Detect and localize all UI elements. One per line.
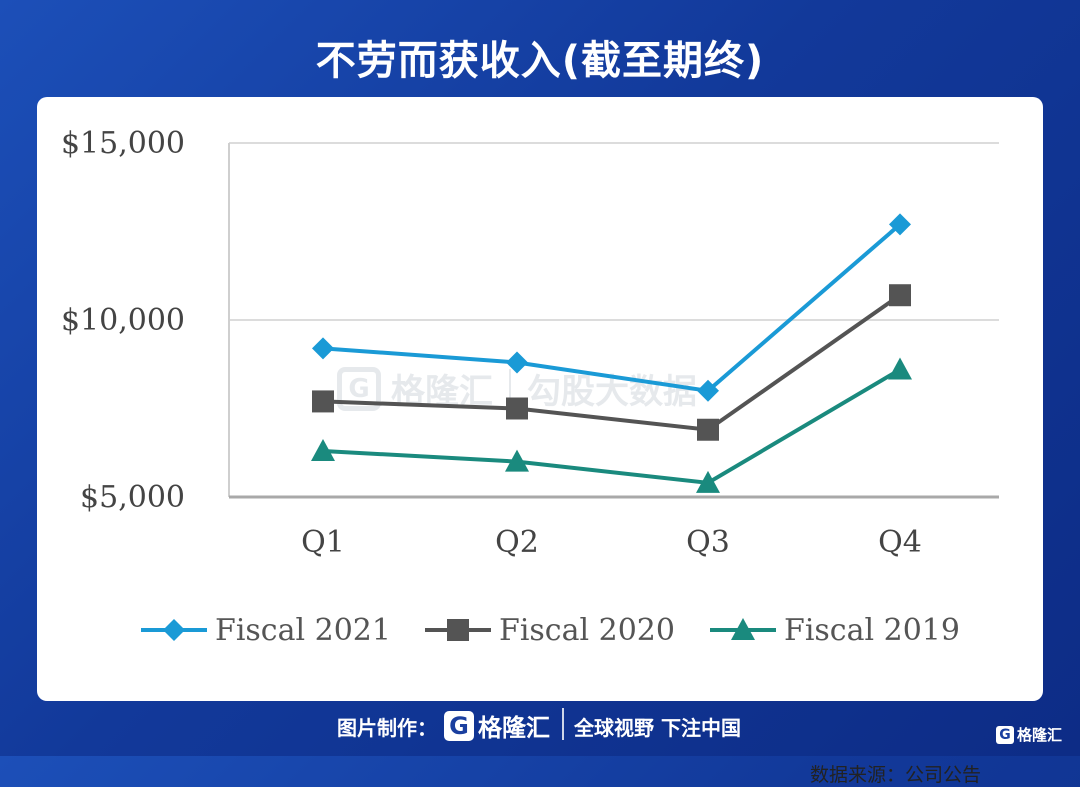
chart-card: G 格隆汇 勾股大数据 $15,000 $10,000 $5,000 Q1 Q2 Q3 Q4… — [37, 97, 1043, 786]
brand-logo-icon: G — [444, 710, 474, 741]
data-point — [505, 449, 529, 472]
footer-logo: G 格隆汇 — [444, 708, 550, 743]
x-tick-label: Q3 — [686, 525, 730, 560]
x-tick-label: Q1 — [301, 525, 345, 560]
legend-marker-2 — [731, 618, 755, 640]
series-line-0 — [322, 222, 902, 393]
data-point — [311, 438, 335, 461]
page-title: 不劳而获收入(截至期终) — [315, 38, 765, 84]
data-point — [312, 337, 334, 360]
x-tick-label: Q4 — [878, 525, 922, 560]
corner-logo: G 格隆汇 — [996, 724, 1062, 745]
legend-label-1: Fiscal 2020 — [499, 613, 675, 648]
data-point — [889, 284, 911, 307]
y-tick-label: $10,000 — [61, 303, 185, 338]
data-point — [697, 379, 719, 402]
data-point — [696, 470, 720, 493]
data-point — [888, 357, 912, 380]
data-point — [506, 397, 528, 420]
brand-name: 格隆汇 — [478, 714, 550, 742]
x-tick-label: Q2 — [495, 525, 539, 560]
corner-brand-name: 格隆汇 — [1017, 726, 1063, 744]
legend-marker-0 — [163, 619, 185, 641]
legend-label-0: Fiscal 2021 — [215, 613, 391, 648]
line-chart: $15,000 $10,000 $5,000 Q1 Q2 Q3 Q4 Fiscal 2021 F… — [61, 126, 999, 648]
legend-marker-1 — [447, 619, 469, 641]
data-point — [697, 418, 719, 441]
data-point — [506, 351, 528, 374]
y-tick-label: $15,000 — [61, 126, 185, 161]
footer: 图片制作： G 格隆汇 全球视野 下注中国 — [0, 706, 1080, 746]
data-point — [312, 390, 334, 413]
footer-slogan: 全球视野 下注中国 — [574, 716, 741, 740]
series-line-1 — [322, 293, 902, 432]
y-tick-label: $5,000 — [80, 480, 185, 515]
legend-label-2: Fiscal 2019 — [784, 613, 960, 648]
series-line-2 — [322, 367, 902, 485]
corner-logo-icon: G — [996, 725, 1014, 744]
source-note: 数据来源：公司公告 — [809, 764, 981, 786]
footer-divider — [562, 708, 564, 740]
footer-maker-label: 图片制作： — [337, 716, 437, 740]
data-point — [889, 213, 911, 236]
